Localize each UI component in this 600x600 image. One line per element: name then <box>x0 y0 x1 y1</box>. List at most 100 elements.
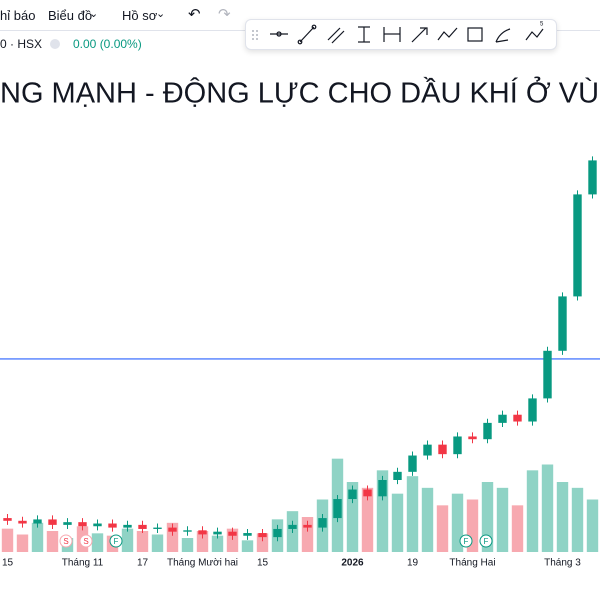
volume-bar <box>466 499 479 552</box>
event-marker: F <box>479 534 493 548</box>
candle-body <box>393 471 402 480</box>
event-marker: S <box>79 534 93 548</box>
marker-label: S <box>83 537 88 546</box>
candle-body <box>213 531 222 535</box>
arrow-tool[interactable] <box>411 27 428 43</box>
candle-body <box>243 533 252 536</box>
marker-label: S <box>63 537 68 546</box>
volume-bar <box>241 540 254 552</box>
candle-body <box>558 296 567 351</box>
candle-body <box>543 350 552 399</box>
horizontal-ray-tool[interactable] <box>270 31 288 37</box>
candle-body <box>93 523 102 527</box>
candle-body <box>78 522 87 527</box>
candle-body <box>123 524 132 528</box>
candle-body <box>183 530 192 532</box>
brush-tool[interactable] <box>495 28 511 43</box>
volume-bar <box>181 538 194 552</box>
candle-body <box>423 444 432 456</box>
volume-bar <box>256 533 269 552</box>
x-tick-label: 15 <box>257 558 269 569</box>
x-tick-label: 2026 <box>341 558 364 569</box>
candle-body <box>303 524 312 528</box>
volume-bar <box>541 464 554 552</box>
candle-body <box>258 533 267 538</box>
marker-circle <box>59 534 73 548</box>
candle-body <box>453 436 462 455</box>
status-dot <box>50 39 60 49</box>
volume-bar <box>571 487 584 552</box>
redo-button[interactable]: ↷ <box>218 6 231 23</box>
candle-body <box>168 527 177 532</box>
candle-body <box>108 523 117 528</box>
volume-bar <box>136 531 149 552</box>
volume-bar <box>511 505 524 552</box>
chart-title: NG MẠNH - ĐỘNG LỰC CHO DẦU KHÍ Ở VÙNG <box>0 76 600 110</box>
candle-body <box>318 518 327 528</box>
indicators-button[interactable]: hỉ báo <box>0 8 36 23</box>
marker-circle <box>459 534 473 548</box>
candle-body <box>198 530 207 535</box>
chevron: ⌄ <box>156 8 166 20</box>
drawing-tools: 5 <box>252 22 544 45</box>
symbol-exchange: 0 · HSX <box>0 37 43 51</box>
volume-bar <box>526 470 539 552</box>
marker-label: F <box>484 537 489 546</box>
volume-bar <box>361 487 374 552</box>
marker-label: F <box>464 537 469 546</box>
vertical-tool[interactable] <box>358 26 370 43</box>
trend-line-tool[interactable] <box>297 24 317 45</box>
candle-body <box>438 444 447 455</box>
event-marker: F <box>459 534 473 548</box>
volume-bar <box>301 517 314 552</box>
chart-menu[interactable]: Biểu đồ <box>48 8 93 23</box>
candle-body <box>528 398 537 422</box>
volume-bar <box>421 487 434 552</box>
volume-bar <box>166 522 179 552</box>
candle-body <box>273 528 282 538</box>
volume-bar <box>1 528 14 552</box>
volume-bar <box>346 482 359 552</box>
volume-bar <box>16 534 29 552</box>
volume-bar <box>226 528 239 552</box>
path-tool[interactable] <box>437 27 458 41</box>
candle-body <box>513 414 522 422</box>
volume-bar <box>391 493 404 552</box>
profile-menu[interactable]: Hồ sơ <box>122 8 158 23</box>
candle-body <box>573 194 582 297</box>
volume-bar <box>196 531 209 552</box>
x-tick-label: 15 <box>2 558 14 569</box>
marker-circle <box>79 534 93 548</box>
x-tick-label: Tháng Mười hai <box>167 558 238 569</box>
candle-body <box>153 527 162 529</box>
volume-bar <box>376 470 389 552</box>
pattern-tool[interactable]: 5 <box>525 22 544 41</box>
candle-body <box>3 518 12 521</box>
candle-body <box>483 422 492 440</box>
x-tick-label: Tháng Hai <box>449 558 495 569</box>
event-marker: S <box>59 534 73 548</box>
candle-body <box>33 519 42 524</box>
candle-body <box>348 489 357 500</box>
rectangle-tool[interactable] <box>467 27 483 42</box>
volume-bar <box>91 533 104 552</box>
range-tool[interactable] <box>383 27 401 42</box>
candle-body <box>588 160 597 195</box>
volume-bar <box>586 499 599 552</box>
volume-bar <box>31 522 44 552</box>
volume-bar <box>121 528 134 552</box>
undo-button[interactable]: ↶ <box>188 6 201 23</box>
candle-body <box>333 499 342 519</box>
volume-bar <box>211 535 224 552</box>
volume-bar <box>436 505 449 552</box>
channel-tool[interactable] <box>327 27 345 44</box>
volume-bar <box>496 487 509 552</box>
marker-circle <box>109 534 123 548</box>
candle-body <box>63 522 72 525</box>
volume-bar <box>151 534 164 552</box>
x-tick-label: 19 <box>407 558 419 569</box>
marker-circle <box>479 534 493 548</box>
candle-body <box>288 524 297 529</box>
